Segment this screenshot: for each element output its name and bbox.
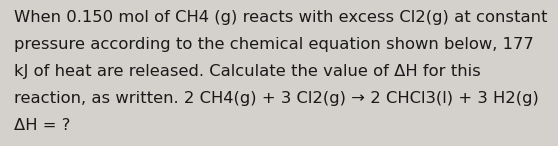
Text: When 0.150 mol of CH4 (g) reacts with excess Cl2(g) at constant: When 0.150 mol of CH4 (g) reacts with ex… [14, 10, 547, 25]
Text: ΔH = ?: ΔH = ? [14, 118, 70, 133]
Text: reaction, as written. 2 CH4(g) + 3 Cl2(g) → 2 CHCl3(l) + 3 H2(g): reaction, as written. 2 CH4(g) + 3 Cl2(g… [14, 91, 539, 106]
Text: pressure according to the chemical equation shown below, 177: pressure according to the chemical equat… [14, 37, 533, 52]
Text: kJ of heat are released. Calculate the value of ΔH for this: kJ of heat are released. Calculate the v… [14, 64, 480, 79]
